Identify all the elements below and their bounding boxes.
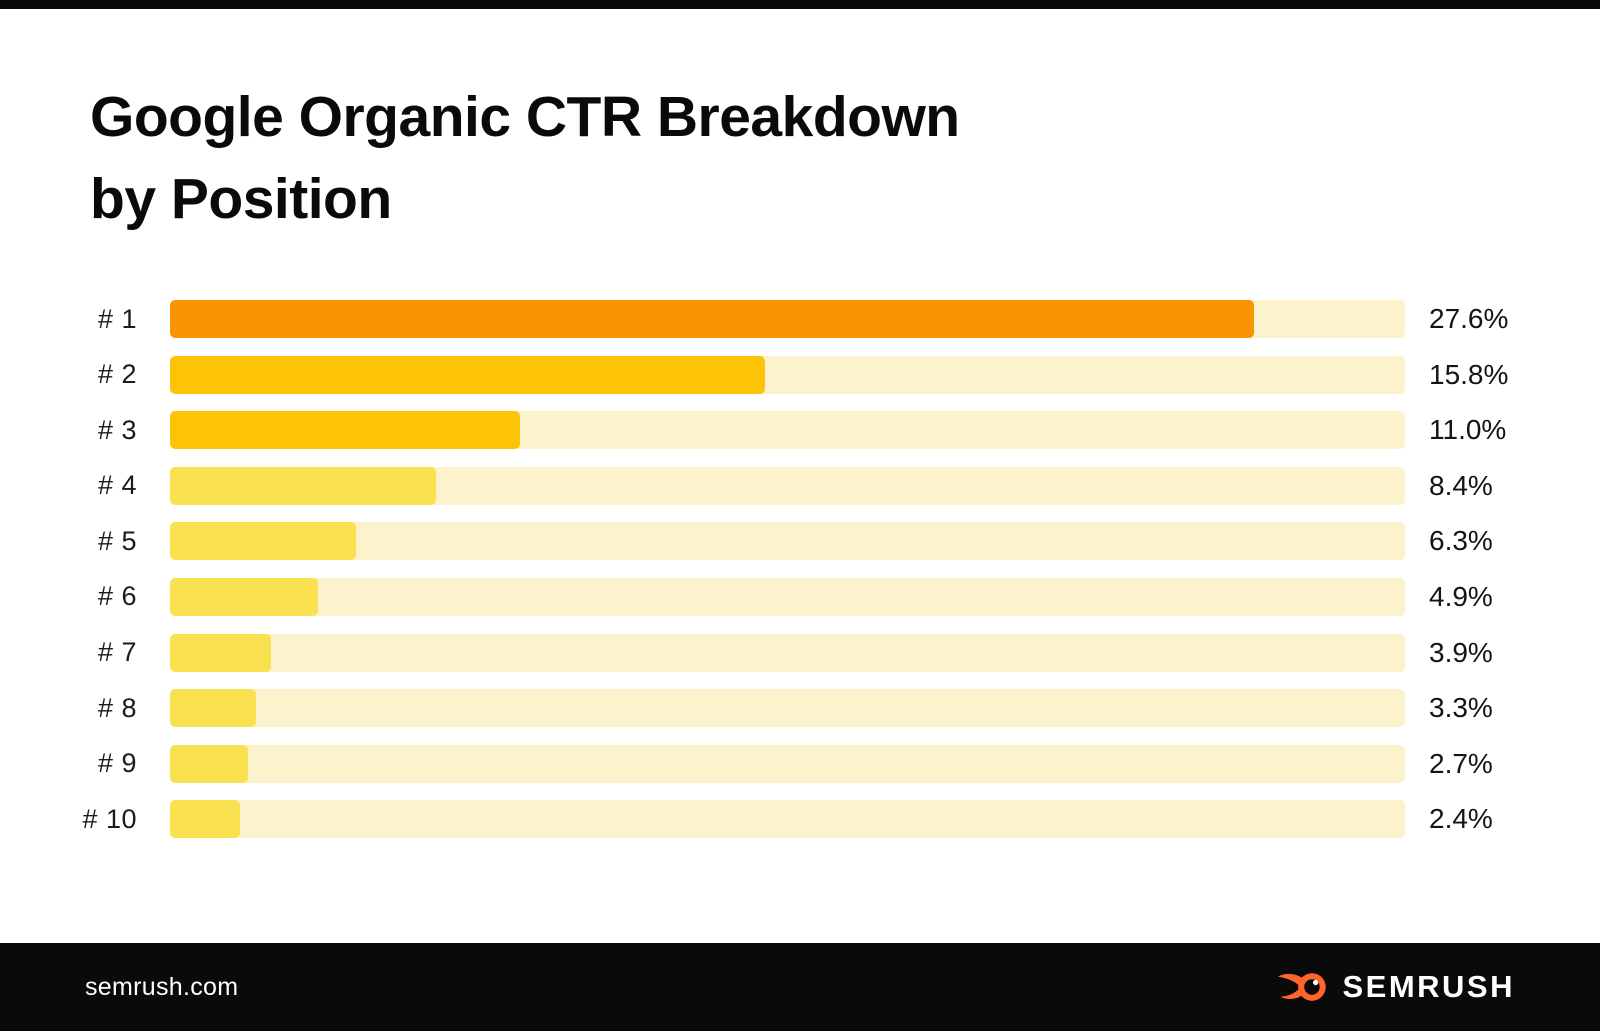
bar-fill bbox=[170, 633, 272, 672]
value-label: 15.8% bbox=[1429, 358, 1509, 390]
bar-row: # 3 11.0% bbox=[0, 411, 1600, 450]
semrush-logo: SEMRUSH bbox=[1277, 967, 1515, 1007]
position-label: # 8 bbox=[97, 692, 137, 723]
position-label: # 2 bbox=[97, 359, 137, 390]
top-accent-bar bbox=[0, 0, 1600, 9]
position-label: # 9 bbox=[97, 748, 137, 779]
bar-fill bbox=[170, 800, 241, 839]
value-label: 3.3% bbox=[1429, 692, 1493, 724]
bar-track bbox=[170, 522, 1405, 561]
bar-fill bbox=[170, 577, 319, 616]
bar-fill bbox=[170, 411, 520, 450]
bar-track bbox=[170, 633, 1405, 672]
position-label: # 10 bbox=[82, 803, 137, 834]
bar-row: # 7 3.9% bbox=[0, 633, 1600, 672]
position-label: # 4 bbox=[97, 470, 137, 501]
position-label: # 7 bbox=[97, 637, 137, 668]
bar-track bbox=[170, 411, 1405, 450]
value-label: 11.0% bbox=[1429, 414, 1507, 446]
bar-chart: # 1 27.6% # 2 15.8% # 3 11.0% # 4 8.4% # 5 6.3% # … bbox=[0, 300, 1600, 856]
bar-track bbox=[170, 466, 1405, 505]
position-label: # 3 bbox=[97, 414, 137, 445]
bar-row: # 9 2.7% bbox=[0, 744, 1600, 783]
bar-track bbox=[170, 689, 1405, 728]
value-label: 8.4% bbox=[1429, 469, 1493, 501]
position-label: # 5 bbox=[97, 525, 137, 556]
position-label: # 6 bbox=[97, 581, 137, 612]
bar-track bbox=[170, 744, 1405, 783]
value-label: 2.4% bbox=[1429, 803, 1493, 835]
bar-row: # 8 3.3% bbox=[0, 689, 1600, 728]
chart-title-line2: by Position bbox=[90, 167, 392, 231]
bar-fill bbox=[170, 689, 257, 728]
value-label: 4.9% bbox=[1429, 580, 1493, 612]
bar-row: # 1 27.6% bbox=[0, 300, 1600, 338]
bar-row: # 6 4.9% bbox=[0, 577, 1600, 616]
bar-fill bbox=[170, 744, 248, 783]
value-label: 6.3% bbox=[1429, 525, 1493, 557]
value-label: 27.6% bbox=[1429, 303, 1509, 334]
value-label: 3.9% bbox=[1429, 636, 1493, 668]
bar-track bbox=[170, 800, 1405, 839]
position-label: # 1 bbox=[97, 303, 137, 334]
chart-title: Google Organic CTR Breakdown by Position bbox=[90, 76, 960, 240]
bar-fill bbox=[170, 300, 1255, 338]
bar-row: # 10 2.4% bbox=[0, 800, 1600, 839]
bar-row: # 4 8.4% bbox=[0, 466, 1600, 505]
bar-fill bbox=[170, 522, 357, 561]
bar-track bbox=[170, 577, 1405, 616]
bar-fill bbox=[170, 466, 436, 505]
footer-bar: semrush.com SEMRUSH bbox=[0, 943, 1600, 1031]
semrush-flame-icon bbox=[1278, 973, 1327, 1001]
semrush-wordmark: SEMRUSH bbox=[1342, 969, 1515, 1004]
bar-track bbox=[170, 355, 1405, 394]
bar-row: # 5 6.3% bbox=[0, 522, 1600, 561]
chart-title-line1: Google Organic CTR Breakdown bbox=[90, 85, 960, 149]
value-label: 2.7% bbox=[1429, 747, 1493, 779]
bar-row: # 2 15.8% bbox=[0, 355, 1600, 394]
website-link[interactable]: semrush.com bbox=[85, 972, 239, 1001]
bar-track bbox=[170, 300, 1405, 338]
bar-fill bbox=[170, 355, 766, 394]
